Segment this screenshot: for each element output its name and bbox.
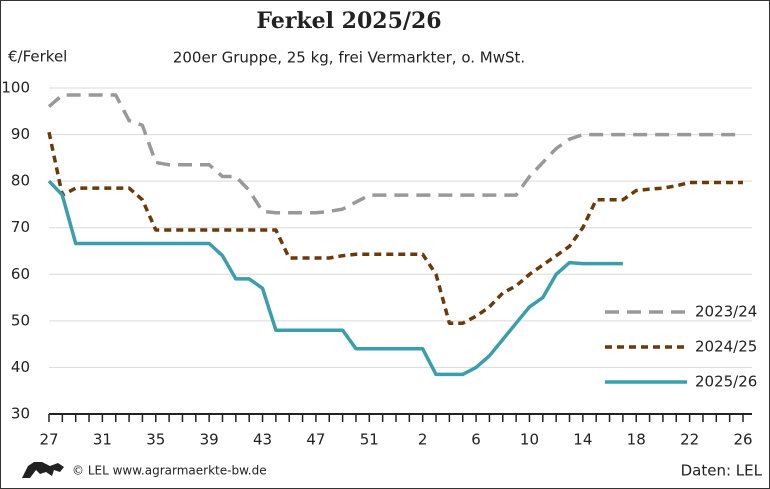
- chart-subtitle: 200er Gruppe, 25 kg, frei Vermarkter, o.…: [173, 49, 525, 67]
- legend-label: 2023/24: [695, 303, 757, 321]
- line-series: [47, 131, 743, 325]
- x-tick-label: 6: [471, 431, 481, 449]
- y-tick-label: 100: [1, 79, 30, 97]
- x-tick-label: 31: [93, 431, 112, 449]
- line-series: [47, 93, 743, 215]
- x-tick-label: 10: [520, 431, 539, 449]
- x-tick-label: 43: [253, 431, 272, 449]
- legend-label: 2025/26: [695, 373, 757, 391]
- x-tick-label: 18: [627, 431, 646, 449]
- y-tick-label: 50: [11, 311, 30, 329]
- x-tick-label: 2: [418, 431, 428, 449]
- x-tick-label: 26: [733, 431, 752, 449]
- x-tick-label: 27: [39, 431, 58, 449]
- source: © LEL www.agrarmaerkte-bw.de: [72, 464, 267, 478]
- chart-title: Ferkel 2025/26: [256, 8, 441, 34]
- x-tick-label: 14: [573, 431, 592, 449]
- y-tick-label: 70: [11, 218, 30, 236]
- y-tick-label: 30: [11, 405, 30, 423]
- y-axis-label: €/Ferkel: [8, 48, 67, 66]
- logo: [22, 462, 64, 478]
- y-tick-label: 90: [11, 125, 30, 143]
- x-tick-label: 35: [146, 431, 165, 449]
- x-tick-label: 39: [200, 431, 219, 449]
- legend-label: 2024/25: [695, 338, 757, 356]
- x-tick-label: 51: [360, 431, 379, 449]
- x-tick-label: 47: [306, 431, 325, 449]
- y-tick-label: 40: [11, 358, 30, 376]
- credit: Daten: LEL: [681, 462, 763, 480]
- y-tick-label: 60: [11, 265, 30, 283]
- line-series: [47, 179, 623, 377]
- x-tick-label: 22: [680, 431, 699, 449]
- y-tick-label: 80: [11, 172, 30, 190]
